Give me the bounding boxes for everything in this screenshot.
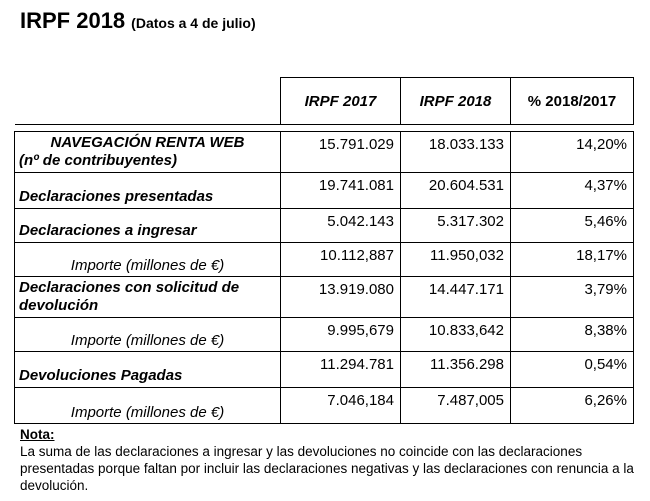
cell-2018: 11.950,032: [400, 242, 511, 277]
table-row: Importe (millones de €) 10.112,887 11.95…: [14, 242, 634, 277]
row-label-text: Declaraciones presentadas: [19, 188, 214, 205]
cell-pct: 5,46%: [510, 208, 634, 243]
title-subtitle: (Datos a 4 de julio): [131, 15, 256, 31]
cell-2018: 5.317.302: [400, 208, 511, 243]
table-header-row: IRPF 2017 IRPF 2018 % 2018/2017: [14, 77, 634, 125]
cell-2018: 14.447.171: [400, 276, 511, 318]
cell-pct: 6,26%: [510, 387, 634, 424]
header-gap: [15, 125, 634, 132]
cell-pct: 8,38%: [510, 317, 634, 352]
footnote: Nota: La suma de las declaraciones a ing…: [20, 426, 635, 494]
cell-2018: 20.604.531: [400, 172, 511, 209]
row-label-text: Declaraciones con solicitud de devolució…: [19, 279, 240, 314]
row-label: NAVEGACIÓN RENTA WEB (nº de contribuyent…: [14, 131, 281, 173]
row-label-sub: (nº de contribuyentes): [19, 152, 177, 169]
row-label-main: NAVEGACIÓN RENTA WEB: [50, 134, 245, 151]
cell-pct: 4,37%: [510, 172, 634, 209]
cell-2017: 19.741.081: [280, 172, 401, 209]
row-label-text: Importe (millones de €): [70, 257, 225, 274]
page-title: IRPF 2018 (Datos a 4 de julio): [20, 8, 256, 34]
irpf-table: IRPF 2017 IRPF 2018 % 2018/2017 NAVEGACI…: [14, 77, 634, 424]
row-label-text: Devoluciones Pagadas: [19, 367, 183, 384]
row-label: Declaraciones con solicitud de devolució…: [14, 276, 281, 318]
header-irpf-2017: IRPF 2017: [280, 77, 401, 125]
row-label-text: Declaraciones a ingresar: [19, 222, 197, 239]
table-row: NAVEGACIÓN RENTA WEB (nº de contribuyent…: [14, 131, 634, 173]
cell-pct: 14,20%: [510, 131, 634, 173]
cell-pct: 3,79%: [510, 276, 634, 318]
cell-2017: 11.294.781: [280, 351, 401, 388]
cell-2017: 10.112,887: [280, 242, 401, 277]
header-percent: % 2018/2017: [510, 77, 634, 125]
cell-2017: 15.791.029: [280, 131, 401, 173]
cell-2017: 9.995,679: [280, 317, 401, 352]
table-row: Importe (millones de €) 7.046,184 7.487,…: [14, 387, 634, 424]
footnote-text: La suma de las declaraciones a ingresar …: [20, 444, 634, 493]
cell-2017: 13.919.080: [280, 276, 401, 318]
cell-2017: 7.046,184: [280, 387, 401, 424]
table-row: Declaraciones a ingresar 5.042.143 5.317…: [14, 208, 634, 243]
cell-2017: 5.042.143: [280, 208, 401, 243]
cell-2018: 7.487,005: [400, 387, 511, 424]
cell-pct: 0,54%: [510, 351, 634, 388]
row-label: Importe (millones de €): [14, 242, 281, 277]
cell-2018: 11.356.298: [400, 351, 511, 388]
table-row: Declaraciones con solicitud de devolució…: [14, 276, 634, 318]
row-label-text: Importe (millones de €): [70, 404, 225, 421]
row-label: Declaraciones a ingresar: [14, 208, 281, 243]
cell-pct: 18,17%: [510, 242, 634, 277]
header-irpf-2018: IRPF 2018: [400, 77, 511, 125]
table-row: Devoluciones Pagadas 11.294.781 11.356.2…: [14, 351, 634, 388]
cell-2018: 18.033.133: [400, 131, 511, 173]
title-main: IRPF 2018: [20, 8, 126, 33]
row-label: Declaraciones presentadas: [14, 172, 281, 209]
header-empty-cell: [14, 77, 281, 125]
row-label-text: Importe (millones de €): [70, 332, 225, 349]
row-label: Devoluciones Pagadas: [14, 351, 281, 388]
row-label: Importe (millones de €): [14, 317, 281, 352]
cell-2018: 10.833,642: [400, 317, 511, 352]
table-row: Importe (millones de €) 9.995,679 10.833…: [14, 317, 634, 352]
row-label: Importe (millones de €): [14, 387, 281, 424]
footnote-title: Nota:: [20, 427, 55, 442]
table-row: Declaraciones presentadas 19.741.081 20.…: [14, 172, 634, 209]
